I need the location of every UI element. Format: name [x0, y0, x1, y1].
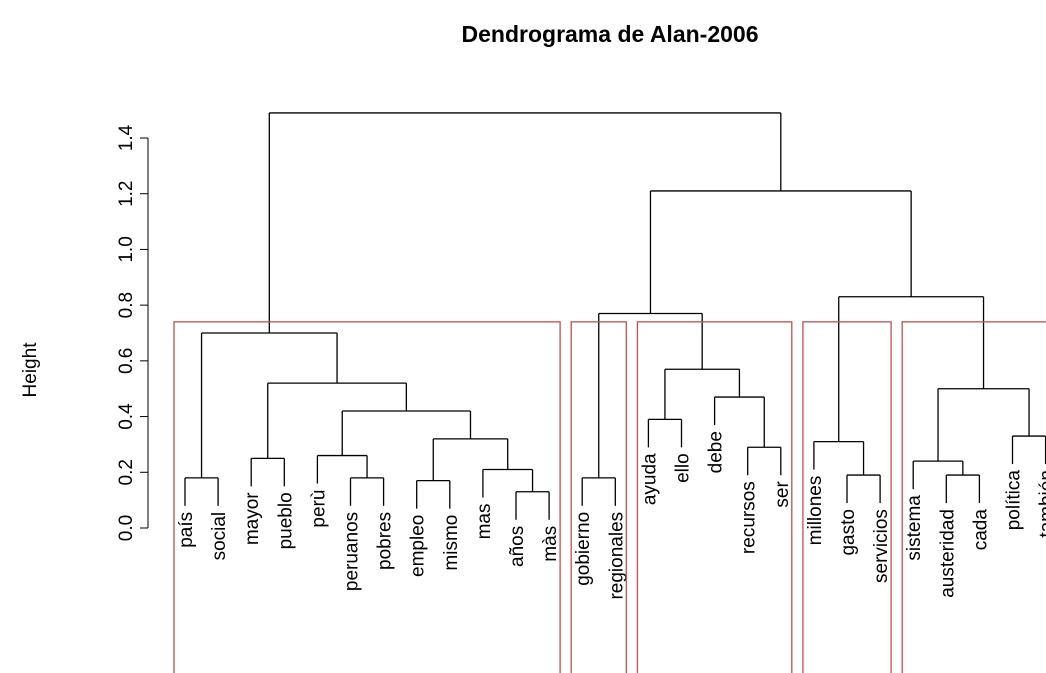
cluster-box [570, 321, 627, 673]
y-tick-label: 1.4 [116, 124, 137, 151]
cluster-box [173, 321, 561, 673]
leaf-label: debe [706, 431, 727, 473]
leaf-label: sistema [904, 495, 925, 561]
leaf-label: pueblo [275, 492, 296, 549]
y-tick-label: 1.0 [116, 236, 137, 262]
y-tick-label: 0.4 [116, 403, 137, 430]
leaf-label: política [1004, 470, 1025, 531]
leaf-label: servicios [871, 509, 892, 583]
y-tick-label: 1.2 [116, 181, 137, 207]
leaf-label: años [507, 526, 528, 567]
y-tick-label: 0.6 [116, 348, 137, 374]
leaf-label: gasto [838, 509, 859, 555]
leaf-label: perù [308, 490, 329, 528]
y-tick-label: 0.8 [116, 292, 137, 318]
leaf-label: mas [474, 504, 495, 540]
cluster-box [901, 321, 1046, 673]
leaf-label: mayor [242, 492, 263, 545]
leaf-label: ello [673, 453, 694, 483]
leaf-label: regionales [606, 512, 627, 600]
leaf-label: pobres [375, 512, 396, 570]
y-tick-label: 0.2 [116, 459, 137, 485]
leaf-label: ayuda [639, 453, 660, 505]
leaf-label: social [209, 512, 230, 561]
chart-title: Dendrograma de Alan-2006 [462, 21, 759, 47]
leaf-label: ser [772, 481, 793, 508]
cluster-box [636, 321, 793, 673]
leaf-label: màs [540, 526, 561, 562]
leaf-label: gobierno [573, 512, 594, 586]
y-tick-label: 0.0 [116, 515, 137, 541]
leaf-label: peruanos [342, 512, 363, 591]
leaf-label: empleo [408, 515, 429, 577]
leaf-label: país [176, 512, 197, 548]
leaf-label: millones [805, 476, 826, 546]
leaf-label: cada [970, 509, 991, 551]
leaf-label: mismo [441, 515, 462, 571]
cluster-box [802, 321, 892, 673]
leaf-label: recursos [739, 481, 760, 554]
leaf-label: también [1037, 470, 1046, 538]
y-axis-label: Height [20, 342, 41, 398]
leaf-label: austeridad [937, 509, 958, 598]
